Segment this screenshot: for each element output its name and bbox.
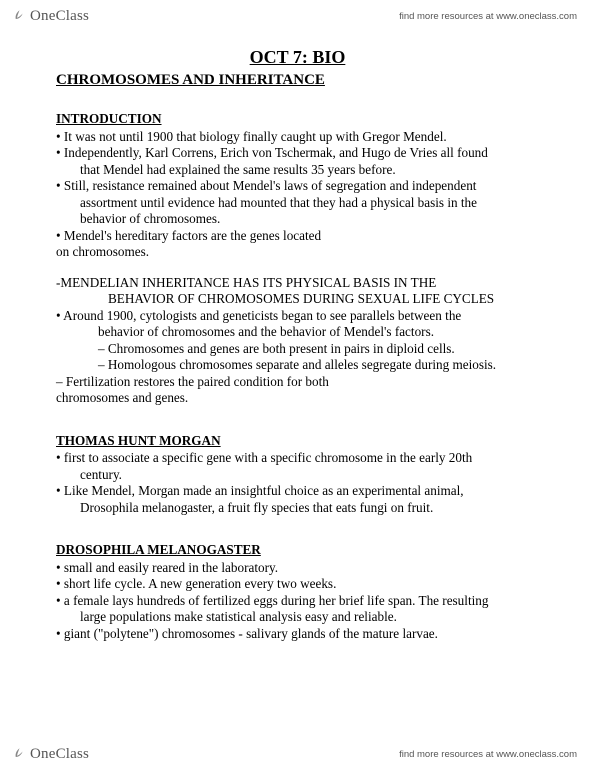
intro-bullet-cont: that Mendel had explained the same resul… [56, 162, 539, 179]
droso-bullet: • giant ("polytene") chromosomes - saliv… [56, 626, 539, 643]
brand-logo-footer: OneClass [12, 746, 89, 763]
brand-name: OneClass [30, 8, 89, 25]
page-footer: OneClass find more resources at www.onec… [0, 738, 595, 770]
intro-sub-bullet-cont: chromosomes and genes. [56, 390, 539, 407]
leaf-icon [12, 747, 27, 762]
intro-sub-bullet: – Chromosomes and genes are both present… [56, 341, 539, 358]
footer-tagline: find more resources at www.oneclass.com [399, 749, 577, 760]
section-head-drosophila: DROSOPHILA MELANOGASTER [56, 542, 539, 559]
section-head-morgan: THOMAS HUNT MORGAN [56, 433, 539, 450]
intro-bullet-cont: assortment until evidence had mounted th… [56, 195, 539, 212]
intro-bullet-cont: on chromosomes. [56, 244, 539, 261]
brand-logo: OneClass [12, 8, 89, 25]
spacer [56, 516, 539, 542]
spacer [56, 407, 539, 433]
intro-caps-line: -MENDELIAN INHERITANCE HAS ITS PHYSICAL … [56, 275, 539, 292]
header-tagline: find more resources at www.oneclass.com [399, 11, 577, 22]
intro-bullet: • Around 1900, cytologists and geneticis… [56, 308, 539, 325]
morgan-bullet: • Like Mendel, Morgan made an insightful… [56, 483, 539, 500]
droso-bullet-cont: large populations make statistical analy… [56, 609, 539, 626]
section-head-introduction: INTRODUCTION [56, 111, 539, 128]
droso-bullet: • short life cycle. A new generation eve… [56, 576, 539, 593]
intro-sub-bullet: – Homologous chromosomes separate and al… [56, 357, 539, 374]
document-body: OCT 7: BIO CHROMOSOMES AND INHERITANCE I… [56, 46, 539, 724]
morgan-bullet: • first to associate a specific gene wit… [56, 450, 539, 467]
page-subtitle: CHROMOSOMES AND INHERITANCE [56, 71, 539, 90]
intro-bullet-cont: behavior of chromosomes. [56, 211, 539, 228]
leaf-icon [12, 9, 27, 24]
intro-bullet: • Independently, Karl Correns, Erich von… [56, 145, 539, 162]
intro-bullet-cont: behavior of chromosomes and the behavior… [56, 324, 539, 341]
page-title: OCT 7: BIO [56, 46, 539, 69]
page-header: OneClass find more resources at www.onec… [0, 0, 595, 32]
intro-sub-bullet: – Fertilization restores the paired cond… [56, 374, 539, 391]
brand-name-footer: OneClass [30, 746, 89, 763]
intro-bullet: • Mendel's hereditary factors are the ge… [56, 228, 539, 245]
spacer [56, 261, 539, 275]
droso-bullet: • a female lays hundreds of fertilized e… [56, 593, 539, 610]
intro-bullet: • It was not until 1900 that biology fin… [56, 129, 539, 146]
intro-bullet: • Still, resistance remained about Mende… [56, 178, 539, 195]
droso-bullet: • small and easily reared in the laborat… [56, 560, 539, 577]
intro-caps-line: BEHAVIOR OF CHROMOSOMES DURING SEXUAL LI… [56, 291, 539, 308]
morgan-bullet-cont: Drosophila melanogaster, a fruit fly spe… [56, 500, 539, 517]
morgan-bullet-cont: century. [56, 467, 539, 484]
